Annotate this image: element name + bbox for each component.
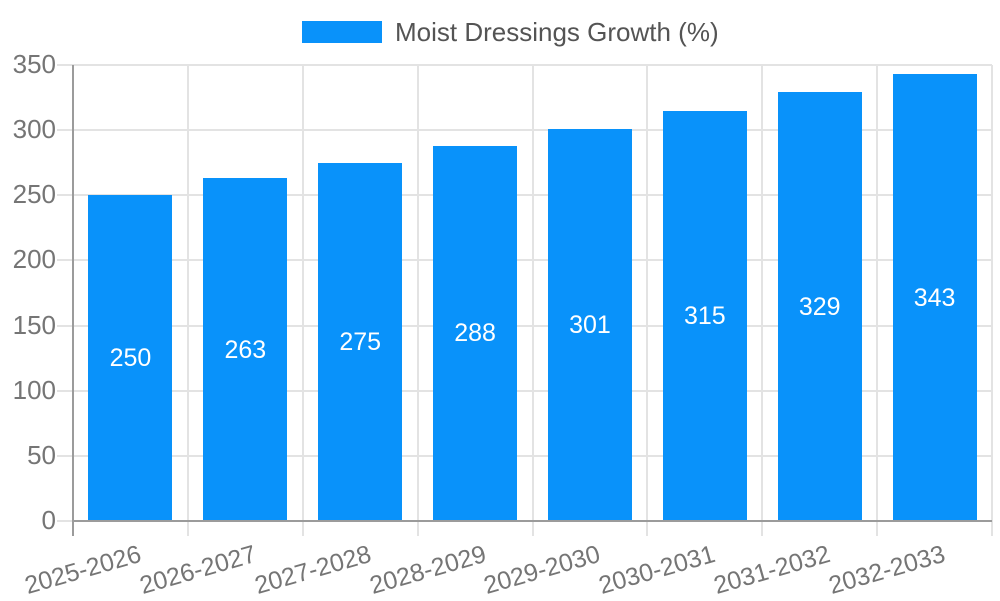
bar-value-label: 288 — [454, 319, 496, 348]
bar — [777, 92, 862, 521]
x-tick-label: 2028-2029 — [366, 540, 489, 600]
x-tick-label: 2029-2030 — [481, 540, 604, 600]
y-tick-label: 150 — [12, 309, 56, 340]
gridline-vertical — [876, 65, 879, 536]
gridline-vertical — [991, 65, 993, 536]
bar-value-label: 250 — [109, 344, 152, 373]
legend-series-label: Moist Dressings Growth (%) — [395, 17, 719, 47]
gridline-vertical — [531, 65, 534, 536]
bar-value-label: 263 — [224, 335, 267, 364]
gridline-horizontal — [57, 64, 992, 66]
x-tick-label: 2030-2031 — [595, 540, 719, 600]
y-axis-line — [72, 65, 74, 536]
gridline-horizontal — [57, 194, 992, 197]
y-tick-label: 250 — [12, 179, 56, 210]
x-axis-line — [72, 520, 992, 522]
y-tick-label: 200 — [12, 244, 56, 275]
gridline-vertical — [646, 65, 649, 536]
bar — [547, 128, 632, 521]
bar — [892, 74, 977, 521]
gridline-vertical — [186, 65, 189, 536]
legend-swatch — [302, 21, 382, 43]
bar — [433, 145, 518, 521]
gridline-horizontal — [57, 259, 992, 262]
x-tick-label: 2027-2028 — [251, 540, 374, 600]
y-tick-label: 0 — [41, 505, 56, 535]
bar — [662, 110, 747, 521]
bar-value-label: 301 — [569, 310, 611, 339]
gridline-horizontal — [57, 454, 992, 457]
bar — [318, 162, 403, 521]
y-tick-label: 350 — [12, 49, 56, 79]
legend: Moist Dressings Growth (%) — [0, 0, 1000, 55]
gridline-horizontal — [57, 129, 992, 132]
x-tick-label: 2031-2032 — [710, 540, 834, 600]
bar-value-label: 315 — [683, 301, 726, 330]
gridline-vertical — [761, 65, 764, 536]
bar-value-label: 275 — [339, 327, 382, 356]
gridline-vertical — [301, 65, 304, 536]
x-tick-label: 2032-2033 — [825, 540, 949, 600]
y-tick-label: 300 — [12, 114, 56, 145]
x-tick-label: 2026-2027 — [136, 540, 260, 600]
bar — [203, 178, 288, 521]
gridline-horizontal — [57, 389, 992, 392]
bar-value-label: 343 — [913, 283, 956, 312]
y-axis-tick — [57, 520, 73, 522]
gridline-vertical — [416, 65, 419, 536]
bar-value-label: 329 — [798, 292, 841, 321]
y-tick-label: 50 — [27, 439, 56, 470]
bar — [88, 195, 173, 521]
gridline-horizontal — [57, 324, 992, 327]
x-tick-label: 2025-2026 — [21, 540, 145, 600]
y-tick-label: 100 — [12, 374, 56, 405]
